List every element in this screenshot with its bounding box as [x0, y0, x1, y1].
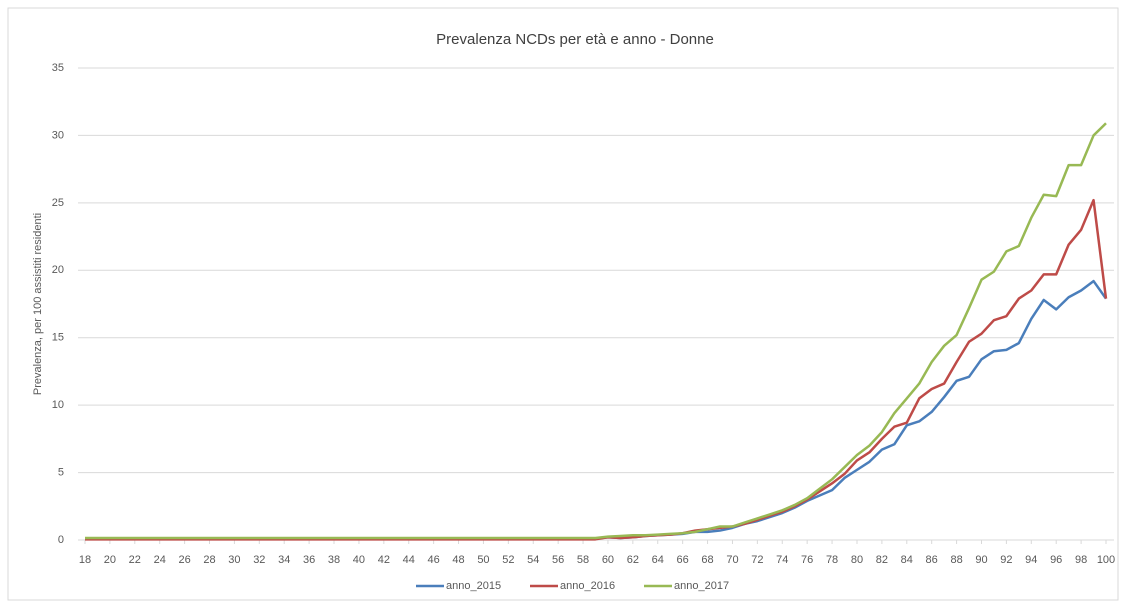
x-tick-label: 30: [228, 554, 240, 566]
x-tick-label: 60: [602, 554, 614, 566]
x-tick-label: 50: [477, 554, 489, 566]
x-tick-label: 48: [452, 554, 464, 566]
x-tick-label: 32: [253, 554, 265, 566]
x-tick-label: 78: [826, 554, 838, 566]
x-tick-label: 36: [303, 554, 315, 566]
legend-label: anno_2017: [674, 580, 729, 592]
x-tick-label: 82: [876, 554, 888, 566]
y-tick-label: 5: [58, 466, 64, 478]
x-tick-label: 100: [1097, 554, 1115, 566]
x-tick-label: 94: [1025, 554, 1037, 566]
x-tick-label: 42: [378, 554, 390, 566]
x-tick-label: 70: [726, 554, 738, 566]
x-tick-label: 58: [577, 554, 589, 566]
series-line: [85, 122, 1107, 540]
x-tick-label: 38: [328, 554, 340, 566]
x-tick-label: 52: [502, 554, 514, 566]
x-tick-label: 40: [353, 554, 365, 566]
x-tick-label: 72: [751, 554, 763, 566]
x-tick-label: 80: [851, 554, 863, 566]
y-tick-label: 15: [52, 332, 64, 344]
x-tick-label: 84: [901, 554, 913, 566]
y-tick-label: 35: [52, 62, 64, 74]
x-tick-label: 98: [1075, 554, 1087, 566]
x-tick-label: 22: [129, 554, 141, 566]
x-tick-label: 90: [975, 554, 987, 566]
x-tick-label: 96: [1050, 554, 1062, 566]
y-tick-label: 0: [58, 534, 64, 546]
series-line: [85, 198, 1108, 541]
x-tick-label: 18: [79, 554, 91, 566]
x-tick-label: 66: [677, 554, 689, 566]
y-tick-label: 10: [52, 399, 64, 411]
y-tick-label: 20: [52, 264, 64, 276]
x-tick-label: 86: [926, 554, 938, 566]
chart-title: Prevalenza NCDs per età e anno - Donne: [436, 31, 714, 48]
x-tick-label: 20: [104, 554, 116, 566]
x-tick-label: 68: [701, 554, 713, 566]
x-tick-label: 44: [403, 554, 415, 566]
y-tick-label: 25: [52, 197, 64, 209]
legend-label: anno_2015: [446, 580, 501, 592]
x-tick-label: 62: [627, 554, 639, 566]
x-tick-label: 76: [801, 554, 813, 566]
x-tick-label: 46: [428, 554, 440, 566]
x-tick-label: 54: [527, 554, 539, 566]
x-tick-label: 34: [278, 554, 290, 566]
x-tick-label: 64: [652, 554, 664, 566]
chart-frame: [7, 7, 1119, 601]
y-axis-label: Prevalenza, per 100 assistiti residenti: [32, 213, 44, 395]
x-tick-label: 28: [203, 554, 215, 566]
x-tick-label: 24: [154, 554, 166, 566]
x-tick-label: 88: [950, 554, 962, 566]
x-tick-label: 92: [1000, 554, 1012, 566]
x-tick-label: 26: [178, 554, 190, 566]
legend-label: anno_2016: [560, 580, 615, 592]
x-tick-label: 56: [552, 554, 564, 566]
x-tick-label: 74: [776, 554, 788, 566]
y-tick-label: 30: [52, 129, 64, 141]
